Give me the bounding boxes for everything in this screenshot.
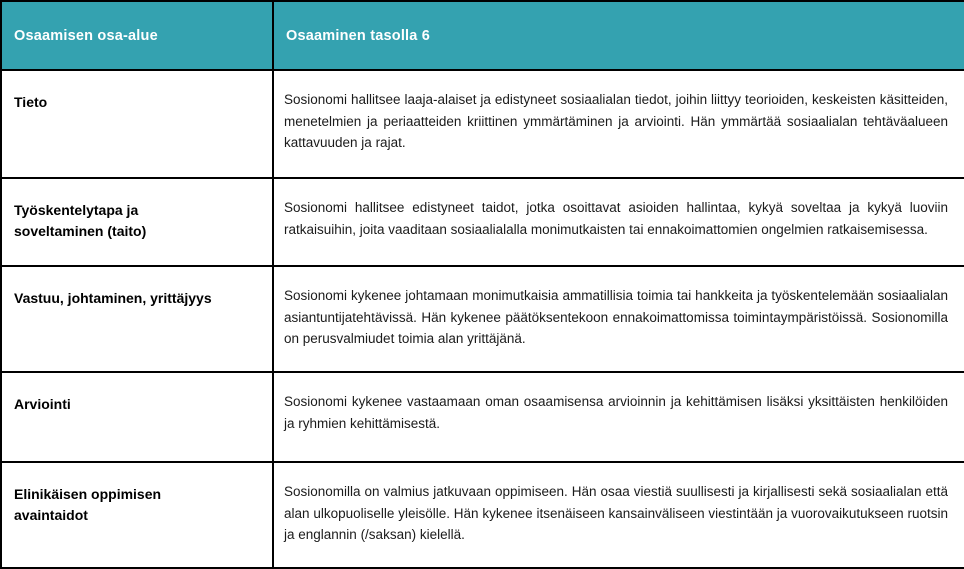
header-row: Osaamisen osa-alue Osaaminen tasolla 6 (0, 0, 964, 71)
area-cell: Arviointi (0, 371, 274, 463)
area-cell: Työskentelytapa ja soveltaminen (taito) (0, 177, 274, 267)
table-row-arviointi: Arviointi Sosionomi kykenee vastaamaan o… (0, 371, 964, 463)
description-cell: Sosionomi hallitsee laaja-alaiset ja edi… (272, 69, 964, 179)
description-cell: Sosionomi kykenee johtamaan monimutkaisi… (272, 265, 964, 373)
table-row-elinikainen: Elinikäisen oppimisen avaintaidot Sosion… (0, 461, 964, 569)
area-cell: Tieto (0, 69, 274, 179)
area-cell: Vastuu, johtaminen, yrittäjyys (0, 265, 274, 373)
description-cell: Sosionomi hallitsee edistyneet taidot, j… (272, 177, 964, 267)
area-cell: Elinikäisen oppimisen avaintaidot (0, 461, 274, 569)
header-cell-level6: Osaaminen tasolla 6 (272, 0, 964, 71)
table-row-tyoskentelytapa: Työskentelytapa ja soveltaminen (taito) … (0, 177, 964, 267)
header-cell-area: Osaamisen osa-alue (0, 0, 274, 71)
description-cell: Sosionomilla on valmius jatkuvaan oppimi… (272, 461, 964, 569)
table-row-tieto: Tieto Sosionomi hallitsee laaja-alaiset … (0, 69, 964, 179)
table-row-vastuu: Vastuu, johtaminen, yrittäjyys Sosionomi… (0, 265, 964, 373)
description-cell: Sosionomi kykenee vastaamaan oman osaami… (272, 371, 964, 463)
